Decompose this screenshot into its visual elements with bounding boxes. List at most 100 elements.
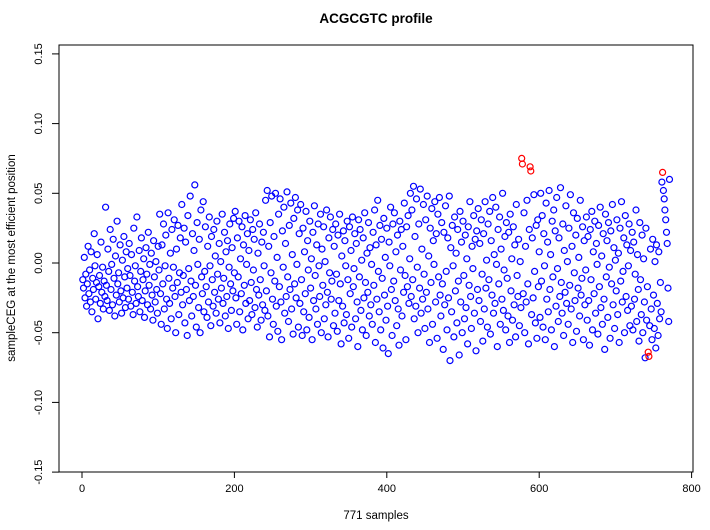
data-point [633,251,642,259]
data-point [349,283,357,291]
data-point [631,270,639,278]
data-point [320,315,328,323]
data-point [489,193,497,202]
data-point [288,305,296,313]
data-point [581,301,589,309]
data-point [416,284,424,292]
data-point [217,258,225,266]
data-point [413,263,421,271]
data-point [565,224,573,232]
data-point [321,258,329,266]
data-point [574,284,582,292]
data-point [488,291,496,299]
data-point [630,238,638,246]
data-point [409,276,417,284]
data-point [159,280,167,288]
data-point [615,338,623,347]
data-point [167,315,175,323]
data-point [201,223,209,231]
data-point [653,299,661,307]
data-point [459,217,467,225]
data-point [179,301,187,309]
data-point [582,266,590,274]
data-point [299,224,307,232]
data-point [353,298,361,306]
data-point [89,285,98,294]
data-point [421,324,429,333]
data-point [605,263,613,271]
data-point [266,219,274,227]
data-point [364,288,372,296]
data-point [604,219,613,227]
data-point [300,248,309,256]
data-point [655,248,663,256]
data-point [239,241,248,249]
data-point [186,192,194,200]
data-point [137,234,145,242]
data-point [505,338,514,347]
data-point [579,336,588,344]
y-tick-label: 0.00 [33,252,45,273]
data-point [281,239,290,248]
data-point [154,242,162,250]
data-point [447,244,455,252]
data-point [512,200,520,209]
data-point [227,280,235,288]
data-point [79,284,88,292]
data-point [369,228,377,236]
data-point [230,269,238,277]
data-point [147,305,155,313]
data-point [231,207,239,215]
data-point [576,196,584,204]
data-point [626,246,635,255]
data-point [594,221,603,229]
data-point [332,220,340,228]
data-point [326,213,334,221]
data-point [315,262,323,270]
data-point [479,337,487,345]
data-point [457,238,466,246]
data-point [492,260,501,268]
data-point [499,189,507,197]
data-point [378,274,386,282]
data-point [88,308,96,316]
data-point [140,255,148,263]
data-point [208,276,216,284]
data-point [467,324,475,333]
data-point [428,205,436,213]
x-tick-label: 0 [79,483,85,495]
data-point [651,258,659,266]
data-point [571,297,579,305]
data-point [310,202,318,210]
data-point [482,284,490,292]
data-point [392,248,400,256]
data-point [131,277,139,285]
data-point [267,269,275,277]
data-point [379,344,387,352]
data-point [406,189,414,197]
data-point [149,316,157,324]
data-point [219,299,227,307]
data-point [214,295,222,303]
data-point [533,334,541,342]
data-point [108,301,117,309]
data-point [536,313,544,321]
data-point [153,309,161,317]
data-point [271,277,279,285]
data-point [384,302,392,310]
data-point [304,237,312,245]
data-point [427,278,435,287]
data-point [143,270,151,278]
data-point [553,193,561,202]
data-point [253,323,261,331]
data-point [444,294,453,302]
data-point [330,242,338,250]
data-point [314,220,322,228]
data-point [583,316,591,324]
data-point [610,244,618,252]
data-point [117,287,125,295]
data-point [364,219,373,227]
data-point [310,297,318,305]
data-point [345,334,353,342]
data-point [83,280,91,288]
